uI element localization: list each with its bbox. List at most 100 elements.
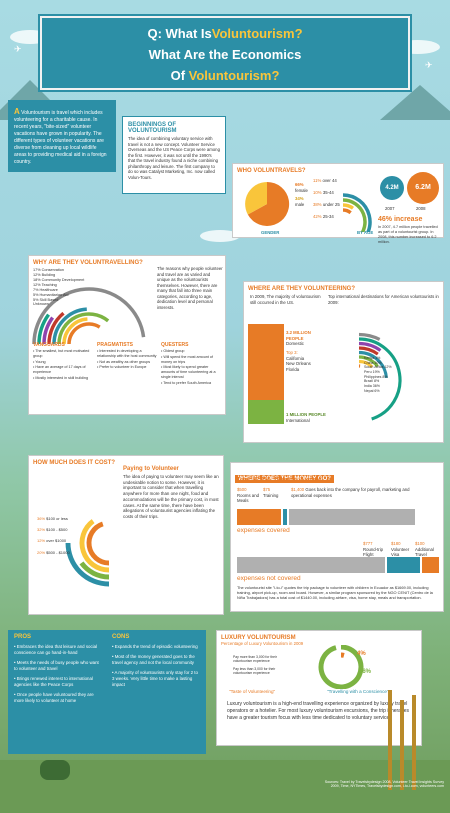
country-label: South Africa 12% [364,365,392,370]
where-arc [358,350,388,379]
title-box: Q: What IsVoluntourism? What Are the Eco… [40,16,410,90]
country-label: Philippines 8% [364,374,388,379]
why-group: PRAGMATISTS • Interested in developing a … [97,342,157,370]
cons-list: • Expands the trend of episodic voluntee… [112,644,200,692]
why-text: The reasons why people volunteer and tra… [157,266,223,311]
top-states: Top 3: California New Orleans Florida [286,350,311,372]
age-item-1: 10% 35-44 [313,190,334,195]
why-groups: VANGUARDS • The smallest, but most motiva… [33,342,223,412]
notcovered-label: expenses not covered [237,575,301,582]
why-arc [42,316,55,344]
list-item: • Embraces the idea that leisure and soc… [14,644,98,655]
why-group-point: • Will spend the most amount of money on… [161,354,213,364]
money-heading: WHERE DOES THE MONEY GO? [235,475,334,483]
luxury-tag-2: "Travelling with a Conscience" [327,689,389,694]
age-arc [342,208,352,215]
why-chart [32,287,146,344]
cost-chart [65,519,110,587]
pay-heading: Paying to Volunteer [123,466,179,472]
where-arc [358,337,402,421]
age-chart [342,193,372,232]
title-line-3: Of Voluntourism? [170,68,280,83]
luxury-chart [318,645,364,689]
cost-arc [86,521,110,566]
why-group-point: • Mostly interested in skill building [33,376,88,381]
year-2007-circle: 4.2M [380,176,404,200]
why-box: WHY ARE THEY VOLUNTRAVELLING? 17% Conser… [28,255,226,415]
cost-arc [79,519,110,573]
domestic-bar [248,324,284,401]
country-label: China 10% [364,360,382,365]
ground [0,760,450,813]
age-item-2: 38% under 25 [313,202,340,207]
money-bar [237,509,281,525]
pros-cons-box: PROS • Embraces the idea that leisure an… [8,630,206,754]
money-total: Total: $2,934 Duration: 4 weeks [237,477,322,483]
mountain [380,85,450,120]
year-2007-label: 2007 [385,206,395,211]
why-label: 12% Teaching [33,282,57,287]
pay-more-label: Pay more than 3,000 for their voluntouri… [233,655,277,663]
why-group-point: • Interested in developing a relationshi… [97,349,157,358]
pros-heading: PROS [14,634,32,640]
gender-male-slice [245,182,267,215]
why-group-point: • The smallest, but most motivated group [33,349,90,358]
increase-text: In 2007, 4.7 million people travelled as… [378,225,438,244]
beginnings-text: The idea of combining voluntary service … [128,136,220,181]
country-label: Nepal 6% [364,388,380,393]
cost-arc [79,561,110,580]
pros-list: • Embraces the idea that leisure and soc… [14,644,102,708]
why-group-point: • Not as wealthy as other groups [97,359,151,364]
why-arc [62,317,88,344]
where-text-right: Top international destinations for Ameri… [328,294,439,305]
sources: Sources: Travel by Travelsbydesign 2008,… [324,780,444,788]
beginnings-box: BEGINNINGS OF VOLUNTOURISM The idea of c… [122,116,226,194]
money-bar [421,557,439,573]
cost-visa: $180 Volunteer Visa [391,541,410,558]
age-label: BY AGE [357,230,374,235]
list-item: • Once people have voluntoured they are … [14,691,94,703]
why-group: QUESTERS • Oldest group • Will spend the m… [161,342,221,386]
age-arc [342,198,367,232]
cost-label: 20% $500 - $1000 [37,549,70,555]
cloud [200,230,240,242]
cost-flight: $777 Round-trip Flight [363,541,384,558]
why-arc [57,312,110,344]
where-arc [358,359,374,369]
why-label: 5% Humanitarian Aid [33,292,69,297]
beginnings-heading: BEGINNINGS OF VOLUNTOURISM [128,122,177,134]
corn-stalk [400,700,404,790]
gender-label: GENDER [261,230,280,235]
increase-label: 46% increase [378,216,423,223]
why-arc [47,311,65,344]
why-arc [52,307,87,344]
why-arc [32,287,146,344]
gender-female-slice [247,181,290,226]
age-item-3: 42% 25-34 [313,214,334,219]
title-line-2: What Are the Economics [148,47,302,62]
luxury-box: LUXURY VOLUNTOURISM Percentage of Luxury… [216,630,422,746]
cost-heading: HOW MUCH DOES IT COST? [33,460,115,466]
cost-company: $1,400 Goes back into the company for pa… [291,487,410,498]
list-item: • Meets the needs of busy people who wan… [14,659,99,671]
money-text: The voluntourist site "i-to-i" quotes th… [237,585,433,601]
luxury-sub: Percentage of Luxury Voluntourism in 200… [221,641,304,646]
luxury-heading: LUXURY VOLUNTOURISM [221,635,296,641]
money-bar [386,557,420,573]
country-label: India 36% [364,384,380,389]
pay-text: The idea of paying to volunteer may seem… [123,474,219,520]
gender-female: 66% female [295,182,308,193]
year-2008-label: 2008 [416,206,426,211]
gender-male: 34% male [295,196,305,207]
where-labels: Kenya 1% China 10% South Africa 12% Peru 19… [364,356,394,393]
cost-box: HOW MUCH DOES IT COST? 36% $100 or less 3… [28,455,224,615]
airplane-icon: ✈ [425,60,433,70]
why-arc [37,313,50,344]
international-label: 1 MILLION PEOPLE International [286,412,326,423]
where-text-left: In 2009, The majority of voluntourism st… [250,294,321,305]
cost-arc [65,542,110,587]
luxury-arc [318,645,364,689]
why-group-heading: PRAGMATISTS [97,342,134,348]
cost-label: 12% over $1000 [37,538,67,544]
why-label: 17% Conservation [33,268,65,272]
